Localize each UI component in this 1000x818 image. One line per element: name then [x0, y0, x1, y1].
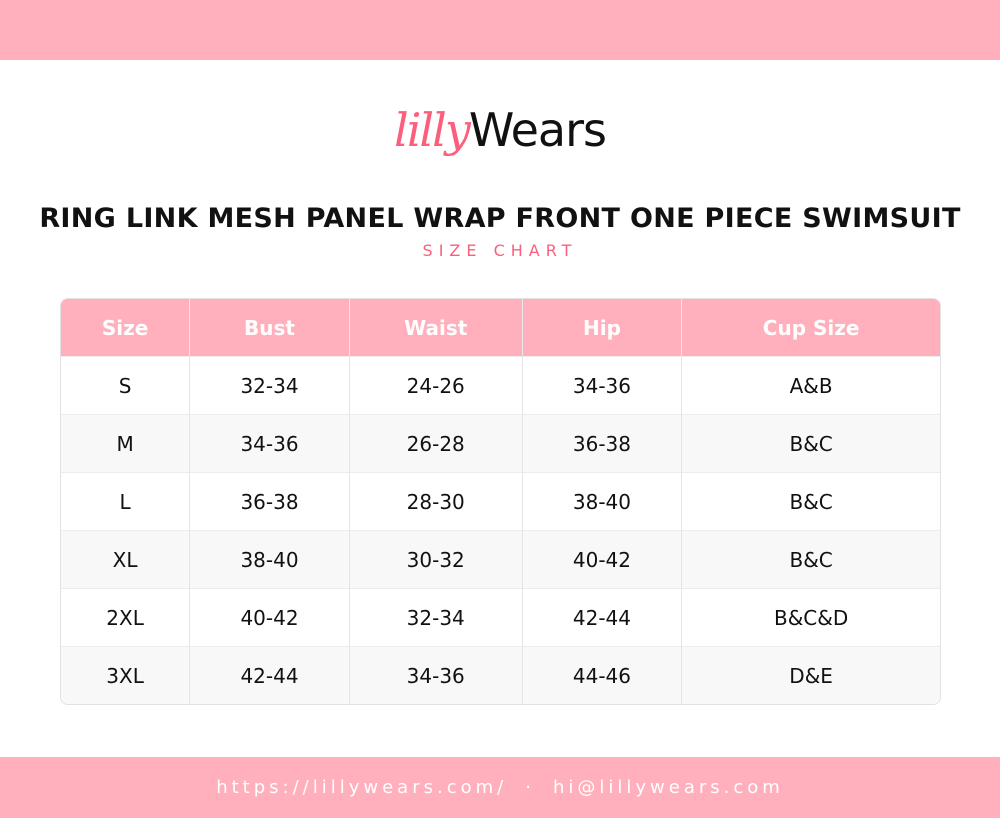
table-cell: 28-30	[349, 472, 523, 530]
column-header: Waist	[349, 299, 523, 356]
logo-lilly: lilly	[394, 103, 471, 157]
size-chart-table: Size Bust Waist Hip Cup Size S 32-34 24-26 34-3…	[60, 298, 941, 705]
table-cell: 34-36	[190, 414, 350, 472]
table-cell: 34-36	[522, 356, 683, 414]
table-row: M 34-36 26-28 36-38 B&C	[61, 414, 940, 472]
table-cell: 32-34	[349, 588, 523, 646]
table-cell: 30-32	[349, 530, 523, 588]
table-cell: 32-34	[190, 356, 350, 414]
table-cell: B&C	[682, 414, 940, 472]
table-cell: B&C	[682, 472, 940, 530]
column-header: Cup Size	[682, 299, 940, 356]
table-cell: 2XL	[61, 588, 191, 646]
table-cell: 36-38	[522, 414, 683, 472]
table-cell: 36-38	[190, 472, 350, 530]
email-link[interactable]: hi@lillywears.com	[552, 777, 784, 798]
column-header: Size	[61, 299, 191, 356]
table-cell: D&E	[682, 646, 940, 704]
table-cell: 38-40	[522, 472, 683, 530]
page-title: RING LINK MESH PANEL WRAP FRONT ONE PIEC…	[39, 203, 961, 234]
footer-separator: ·	[525, 777, 535, 798]
column-header: Hip	[522, 299, 683, 356]
column-header: Bust	[190, 299, 350, 356]
footer: https://lillywears.com/ · hi@lillywears.…	[0, 757, 1000, 818]
website-link[interactable]: https://lillywears.com/	[216, 777, 508, 798]
logo-wears: Wears	[468, 103, 607, 157]
page-subtitle: SIZE CHART	[422, 241, 578, 260]
table-cell: 42-44	[522, 588, 683, 646]
table-cell: 40-42	[522, 530, 683, 588]
table-row: XL 38-40 30-32 40-42 B&C	[61, 530, 940, 588]
table-row: 3XL 42-44 34-36 44-46 D&E	[61, 646, 940, 704]
table-header-row: Size Bust Waist Hip Cup Size	[61, 299, 940, 356]
table-cell: B&C	[682, 530, 940, 588]
table-cell: 44-46	[522, 646, 683, 704]
table-cell: XL	[61, 530, 191, 588]
table-row: S 32-34 24-26 34-36 A&B	[61, 356, 940, 414]
table-cell: L	[61, 472, 191, 530]
table-row: 2XL 40-42 32-34 42-44 B&C&D	[61, 588, 940, 646]
logo: lillyWears	[0, 100, 1000, 160]
table-cell: S	[61, 356, 191, 414]
table-cell: 40-42	[190, 588, 350, 646]
table-cell: B&C&D	[682, 588, 940, 646]
table-cell: M	[61, 414, 191, 472]
table-cell: 42-44	[190, 646, 350, 704]
table-cell: 26-28	[349, 414, 523, 472]
table-row: L 36-38 28-30 38-40 B&C	[61, 472, 940, 530]
table-cell: 3XL	[61, 646, 191, 704]
table-cell: 38-40	[190, 530, 350, 588]
table-cell: 34-36	[349, 646, 523, 704]
table-cell: A&B	[682, 356, 940, 414]
table-cell: 24-26	[349, 356, 523, 414]
top-band	[0, 0, 1000, 60]
